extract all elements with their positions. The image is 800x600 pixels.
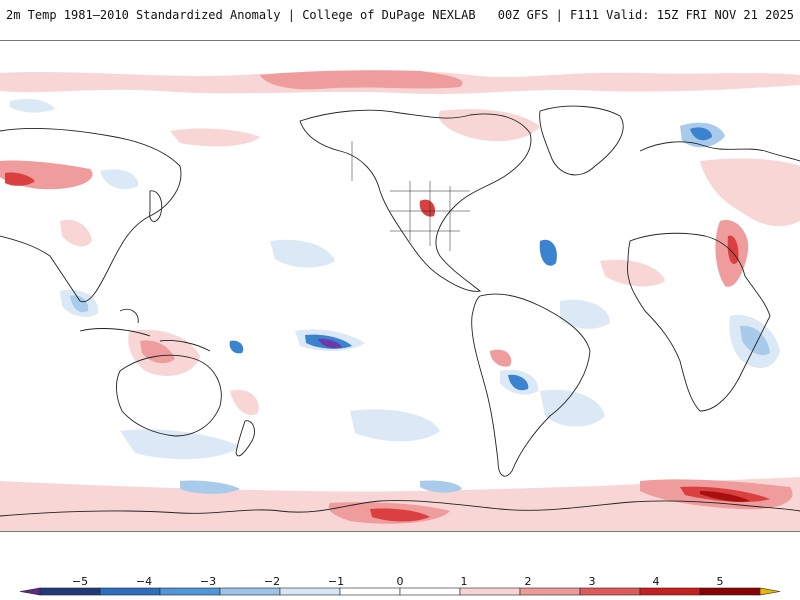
africa-outline bbox=[627, 232, 771, 412]
colorbar-label: 2 bbox=[524, 575, 532, 588]
indonesia-outline bbox=[79, 308, 211, 352]
colorbar-label: −3 bbox=[199, 575, 217, 588]
map-background bbox=[0, 41, 800, 531]
model-run-info: 00Z GFS | F111 Valid: 15Z FRI NOV 21 202… bbox=[497, 8, 794, 22]
australia-outline bbox=[116, 354, 222, 437]
colorbar-cells bbox=[19, 587, 781, 596]
anomaly-patch bbox=[490, 349, 512, 367]
antarctica-outline bbox=[0, 500, 800, 517]
anomaly-patch bbox=[700, 491, 750, 502]
anomaly-patch bbox=[539, 239, 557, 266]
anomaly-patch bbox=[70, 295, 89, 313]
south-america-outline bbox=[471, 293, 591, 477]
colorbar-label: −1 bbox=[327, 575, 345, 588]
anomaly-patch bbox=[5, 172, 35, 186]
anomaly-patch bbox=[740, 325, 770, 356]
anomaly-patch bbox=[270, 239, 335, 268]
anomaly-patch bbox=[260, 70, 463, 90]
colorbar-label: 5 bbox=[716, 575, 724, 588]
new-zealand-outline bbox=[235, 420, 255, 457]
colorbar: −5 −4 −3 −2 −1 0 1 2 3 4 5 bbox=[0, 570, 800, 600]
anomaly-patch bbox=[420, 480, 462, 493]
anomaly-patch bbox=[370, 508, 430, 522]
anomaly-patch bbox=[508, 374, 529, 391]
colorbar-cell bbox=[159, 587, 221, 596]
colorbar-cell bbox=[219, 587, 281, 596]
anomaly-patch bbox=[419, 199, 436, 217]
north-america-outline bbox=[299, 109, 532, 292]
anomaly-patch bbox=[229, 340, 244, 354]
anomaly-patch bbox=[170, 128, 260, 147]
colorbar-label: 0 bbox=[396, 575, 404, 588]
anomaly-patch bbox=[438, 109, 540, 142]
anomaly-shading-cool bbox=[10, 98, 780, 494]
colorbar-cell bbox=[459, 587, 521, 596]
colorbar-cell bbox=[519, 587, 581, 596]
anomaly-patch bbox=[690, 127, 712, 141]
grid-line-states bbox=[390, 181, 470, 251]
colorbar-cell bbox=[399, 587, 461, 596]
header: 2m Temp 1981–2010 Standardized Anomaly |… bbox=[0, 0, 800, 30]
map-title: 2m Temp 1981–2010 Standardized Anomaly |… bbox=[6, 8, 476, 22]
anomaly-patch bbox=[60, 219, 92, 247]
colorbar-scale bbox=[19, 587, 781, 596]
anomaly-patch bbox=[700, 158, 800, 227]
world-map bbox=[0, 40, 800, 532]
colorbar-cell bbox=[99, 587, 161, 596]
colorbar-label: −2 bbox=[263, 575, 281, 588]
colorbar-cell bbox=[339, 587, 401, 596]
colorbar-label: 4 bbox=[652, 575, 660, 588]
colorbar-cell bbox=[39, 587, 101, 596]
anomaly-patch bbox=[350, 409, 440, 442]
anomaly-patch bbox=[600, 259, 665, 287]
coastlines bbox=[0, 105, 800, 517]
anomaly-patch bbox=[180, 480, 240, 494]
anomaly-patch bbox=[120, 429, 240, 460]
colorbar-cell bbox=[279, 587, 341, 596]
anomaly-patch bbox=[230, 389, 259, 415]
anomaly-patch bbox=[100, 169, 139, 190]
colorbar-min-extend bbox=[19, 587, 41, 596]
anomaly-map-svg bbox=[0, 41, 800, 531]
colorbar-cell bbox=[699, 587, 761, 596]
europe-asia-outline bbox=[0, 128, 800, 303]
colorbar-label: 1 bbox=[460, 575, 468, 588]
greenland-outline bbox=[539, 105, 624, 176]
anomaly-patch bbox=[318, 338, 342, 349]
colorbar-label: −5 bbox=[71, 575, 89, 588]
colorbar-cell bbox=[579, 587, 641, 596]
colorbar-label: −4 bbox=[135, 575, 153, 588]
colorbar-max-extend bbox=[759, 587, 781, 596]
japan-outline bbox=[149, 190, 163, 222]
anomaly-patch bbox=[560, 299, 610, 329]
anomaly-patch bbox=[10, 98, 55, 113]
colorbar-cell bbox=[639, 587, 701, 596]
anomaly-patch bbox=[540, 389, 605, 427]
colorbar-label: 3 bbox=[588, 575, 596, 588]
